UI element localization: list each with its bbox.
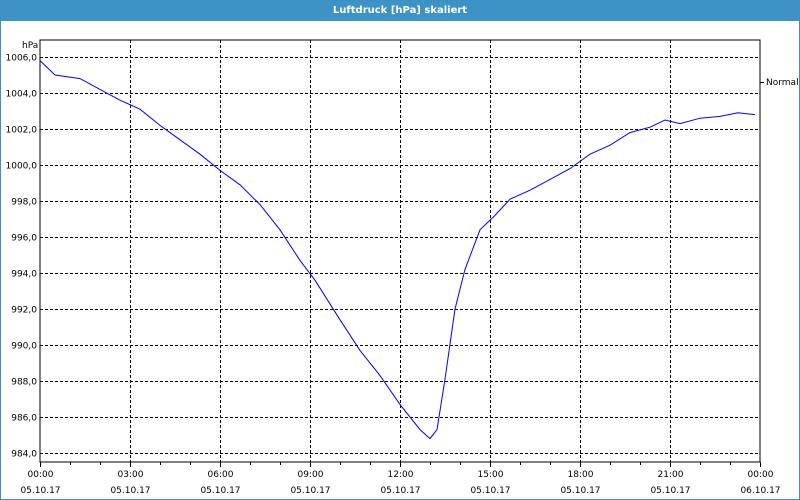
x-tick-date: 05.10.17 [20, 486, 60, 496]
x-tick-date: 05.10.17 [560, 486, 600, 496]
legend-label: Normal [766, 78, 799, 88]
x-tick-time: 03:00 [118, 470, 144, 480]
x-tick-date: 05.10.17 [380, 486, 420, 496]
x-tick-date: 05.10.17 [290, 486, 330, 496]
x-tick-time: 21:00 [658, 470, 684, 480]
x-tick-time: 06:00 [208, 470, 234, 480]
y-tick-label: 986,0 [11, 414, 37, 424]
y-tick-label: 990,0 [11, 342, 37, 352]
y-axis-unit: hPa [22, 41, 38, 51]
y-tick-label: 994,0 [11, 270, 37, 280]
x-tick-date: 05.10.17 [650, 486, 690, 496]
y-tick-label: 984,0 [11, 450, 37, 460]
x-tick-date: 05.10.17 [470, 486, 510, 496]
y-tick-label: 988,0 [11, 378, 37, 388]
y-tick-label: 992,0 [11, 306, 37, 316]
y-tick-label: 996,0 [11, 234, 37, 244]
x-tick-time: 00:00 [28, 470, 54, 480]
y-tick-label: 1002,0 [6, 126, 38, 136]
chart-title: Luftdruck [hPa] skaliert [1, 1, 799, 21]
y-tick-label: 1004,0 [6, 90, 38, 100]
y-tick-label: 1000,0 [6, 162, 38, 172]
x-tick-time: 18:00 [568, 470, 594, 480]
x-tick-date: 05.10.17 [200, 486, 240, 496]
x-tick-date: 06.10.17 [740, 486, 780, 496]
series-line-normal [39, 60, 756, 440]
x-tick-time: 15:00 [478, 470, 504, 480]
x-tick-time: 00:00 [748, 470, 774, 480]
y-tick-label: 1006,0 [6, 54, 38, 64]
x-tick-time: 09:00 [298, 470, 324, 480]
y-tick-label: 998,0 [11, 198, 37, 208]
x-tick-time: 12:00 [388, 470, 414, 480]
x-tick-date: 05.10.17 [110, 486, 150, 496]
